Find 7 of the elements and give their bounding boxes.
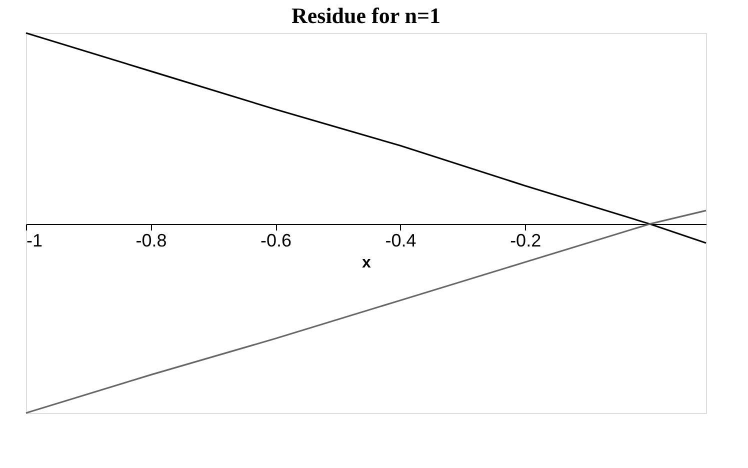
x-tick-label: -0.4 [385,230,416,250]
x-tick-label: -0.6 [260,230,292,250]
x-tick-label: -1 [26,230,43,250]
chart-title: Residue for n=1 [291,3,441,28]
x-tick-label: -0.2 [510,230,542,250]
x-axis-title: x [362,254,372,272]
x-tick-label: -0.8 [136,230,167,250]
